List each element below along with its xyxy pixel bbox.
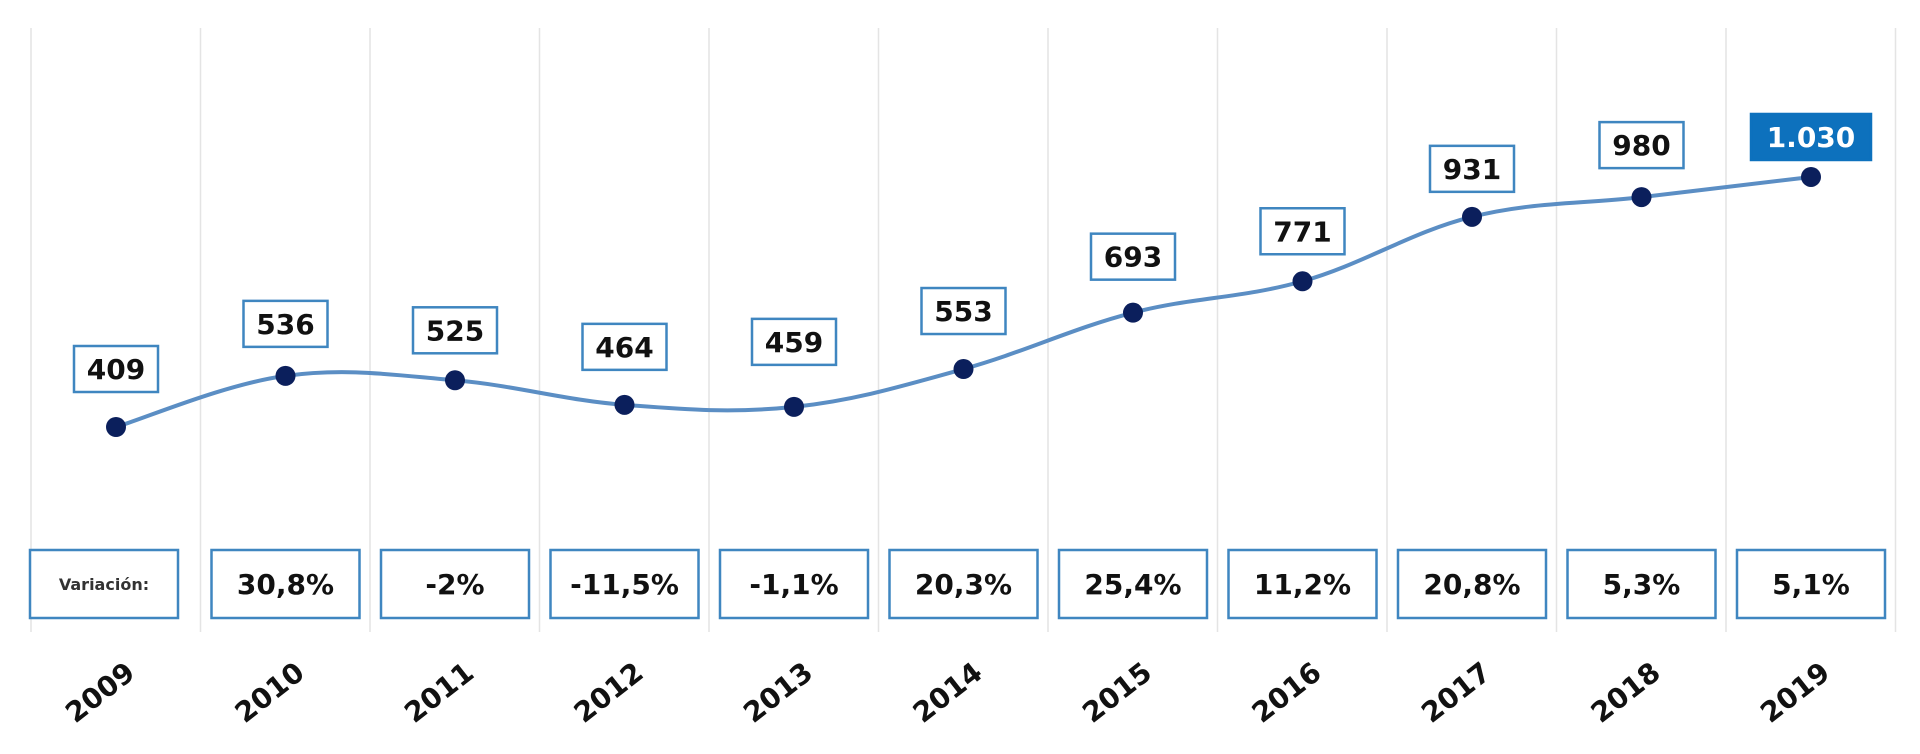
value-label: 1.030 xyxy=(1767,121,1856,154)
x-tick-label: 2011 xyxy=(398,656,480,730)
variation-box xyxy=(718,548,870,620)
variation-value: 30,8% xyxy=(237,568,334,601)
variation-value: -2% xyxy=(425,568,484,601)
value-label-box xyxy=(1598,120,1685,170)
value-label: 464 xyxy=(595,331,653,364)
variation-value: 5,1% xyxy=(1772,568,1850,601)
value-label: 525 xyxy=(426,314,484,347)
variation-box xyxy=(1566,548,1717,620)
value-label-box xyxy=(1749,112,1873,162)
value-label-box xyxy=(72,344,160,394)
variation-value: 11,2% xyxy=(1254,568,1351,601)
variation-label-box xyxy=(28,548,180,620)
x-tick-label: 2016 xyxy=(1246,656,1328,730)
variation-box xyxy=(888,548,1039,620)
value-label-box xyxy=(1428,144,1516,194)
value-label: 693 xyxy=(1104,241,1162,274)
value-label-box xyxy=(411,306,499,355)
variation-label: Variación: xyxy=(59,575,149,594)
variation-value: 5,3% xyxy=(1603,568,1681,601)
variation-box xyxy=(1057,548,1209,620)
data-point xyxy=(614,394,635,415)
x-tick-label: 2012 xyxy=(568,656,650,730)
value-label: 536 xyxy=(256,308,314,341)
data-point xyxy=(953,359,974,380)
x-tick-label: 2013 xyxy=(737,656,819,730)
variation-box xyxy=(210,548,361,620)
variation-value: 20,8% xyxy=(1423,568,1520,601)
variation-box xyxy=(1735,548,1887,620)
value-label-box xyxy=(581,322,668,372)
value-label: 553 xyxy=(934,295,992,328)
value-label-box xyxy=(1259,207,1346,256)
value-label-box xyxy=(242,299,329,349)
x-tick-label: 2009 xyxy=(59,656,141,730)
value-label: 931 xyxy=(1443,153,1501,186)
data-point xyxy=(1292,271,1313,292)
value-label-box xyxy=(1089,232,1177,281)
value-label: 980 xyxy=(1612,129,1670,162)
variation-value: 20,3% xyxy=(915,568,1012,601)
value-label-box xyxy=(750,317,838,367)
data-point xyxy=(445,370,465,391)
data-point xyxy=(1462,206,1482,227)
x-tick-label: 2014 xyxy=(907,656,989,730)
value-label: 459 xyxy=(765,326,823,359)
data-point xyxy=(1631,187,1652,208)
x-tick-label: 2018 xyxy=(1585,656,1667,730)
variation-box xyxy=(1227,548,1378,620)
value-label: 409 xyxy=(87,353,145,386)
data-point xyxy=(275,365,296,386)
x-tick-label: 2010 xyxy=(229,656,311,730)
value-label-box xyxy=(920,286,1007,336)
data-point xyxy=(1123,302,1143,323)
data-point xyxy=(1801,166,1821,187)
variation-value: -1,1% xyxy=(749,568,838,601)
variation-box xyxy=(379,548,531,620)
x-tick-label: 2019 xyxy=(1754,656,1836,730)
variation-value: 25,4% xyxy=(1084,568,1181,601)
variation-value: -11,5% xyxy=(570,568,679,601)
value-label: 771 xyxy=(1273,215,1331,248)
data-point xyxy=(784,396,804,417)
x-tick-label: 2017 xyxy=(1415,656,1497,730)
x-tick-label: 2015 xyxy=(1076,656,1158,730)
variation-box xyxy=(549,548,700,620)
variation-box xyxy=(1396,548,1548,620)
data-point xyxy=(106,417,126,437)
